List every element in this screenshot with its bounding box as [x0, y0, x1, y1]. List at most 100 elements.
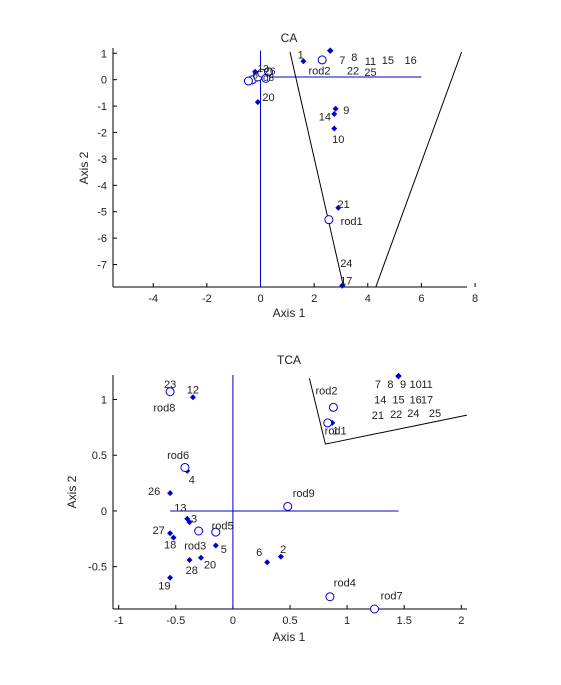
point-label: rod9 [293, 488, 315, 500]
y-axis-label: Axis 2 [65, 475, 79, 508]
site-point [331, 125, 338, 132]
point-label: 27 [153, 525, 165, 537]
x-tick-label: -0.5 [166, 615, 185, 627]
hull-outline [308, 378, 468, 445]
cluster-label: 26 [264, 66, 276, 77]
rod-point [323, 418, 333, 428]
x-axis-label: Axis 1 [273, 630, 306, 644]
site-point [339, 282, 346, 289]
point-label: rod7 [381, 591, 403, 603]
point-label: 21 [338, 199, 350, 211]
point-label: 24 [407, 408, 419, 420]
point-label: 23 [164, 379, 176, 391]
point-label: 2 [280, 544, 286, 556]
rod-point [324, 215, 334, 225]
site-point [277, 553, 284, 560]
rod-point [370, 604, 380, 614]
x-tick-label: -2 [202, 293, 212, 305]
point-label: 17 [340, 275, 352, 287]
x-tick-label: 0.5 [282, 615, 297, 627]
hull-outline [289, 51, 463, 288]
site-point [167, 490, 174, 497]
site-point [331, 111, 338, 118]
point-label: 3 [191, 514, 197, 526]
point-label: 18 [164, 539, 176, 551]
point-label: 5 [221, 544, 227, 556]
point-label: rod2 [308, 65, 330, 77]
x-tick-label: 2 [458, 615, 464, 627]
rod-point [317, 55, 327, 65]
y-tick-label: -0.5 [88, 562, 107, 574]
y-tick-label: -2 [97, 128, 107, 140]
site-point [167, 530, 174, 537]
point-label: 4 [189, 475, 195, 487]
point-label: 10 [409, 379, 421, 391]
y-tick-label: -4 [97, 180, 107, 192]
site-point [395, 373, 402, 380]
point-label: 9 [400, 379, 406, 391]
point-label: 28 [186, 565, 198, 577]
x-tick-label: -1 [114, 615, 124, 627]
chart-title: TCA [277, 353, 301, 367]
point-label: 6 [256, 547, 262, 559]
point-label: 20 [262, 92, 274, 104]
point-label: 11 [365, 56, 376, 68]
chart-tca: TCA -1 -0.5 0 0.5 1 1.5 210.50-0.523 1242613327… [65, 353, 468, 644]
y-tick-label: 0 [101, 75, 107, 87]
point-label: 15 [382, 55, 394, 67]
rod-point [180, 462, 190, 472]
site-point [332, 105, 339, 112]
point-label: 22 [390, 409, 402, 421]
x-tick-label: 6 [418, 293, 424, 305]
x-tick-label: 0 [257, 293, 263, 305]
point-label: 7 [375, 379, 381, 391]
y-tick-label: 0 [101, 506, 107, 518]
site-point [300, 58, 307, 65]
site-point [212, 542, 219, 549]
point-label: rod1 [341, 216, 363, 228]
point-label: 16 [409, 395, 421, 407]
x-tick-label: 2 [311, 293, 317, 305]
point-label: 21 [372, 410, 384, 422]
rod-point [243, 76, 253, 86]
rod-point [264, 67, 274, 77]
site-point [186, 556, 193, 563]
point-label: 22 [347, 65, 359, 77]
site-point [197, 554, 204, 561]
y-tick-label: -6 [97, 233, 107, 245]
point-label: rod2 [316, 386, 338, 398]
point-label: 25 [429, 408, 441, 420]
point-label: 10 [332, 134, 344, 146]
point-label: 14 [374, 395, 386, 407]
rod-point [194, 526, 204, 536]
point-label: 13 [174, 503, 186, 515]
x-tick-label: 0 [230, 615, 236, 627]
rod-point [325, 592, 335, 602]
point-label: 19 [158, 581, 170, 593]
site-point [170, 534, 177, 541]
y-tick-label: -5 [97, 207, 107, 219]
cluster-label: 13 [258, 64, 270, 75]
point-label: rod4 [334, 577, 356, 589]
x-tick-label: -4 [148, 293, 158, 305]
y-tick-label: -1 [97, 101, 107, 113]
point-label: rod3 [184, 540, 206, 552]
y-tick-label: 0.5 [92, 450, 107, 462]
x-tick-label: 1.5 [397, 615, 412, 627]
chart-title: CA [281, 31, 298, 45]
x-axis-label: Axis 1 [273, 306, 306, 320]
site-point [335, 204, 342, 211]
site-point [264, 559, 271, 566]
point-label: 20 [204, 559, 216, 571]
point-label: rod6 [167, 450, 189, 462]
y-tick-label: 1 [101, 395, 107, 407]
y-tick-label: -7 [97, 260, 107, 272]
site-point [254, 99, 261, 106]
point-label: 17 [421, 395, 433, 407]
x-tick-label: 4 [365, 293, 371, 305]
point-label: 12 [187, 384, 199, 396]
point-label: 25 [364, 67, 376, 79]
rod-point [165, 387, 175, 397]
